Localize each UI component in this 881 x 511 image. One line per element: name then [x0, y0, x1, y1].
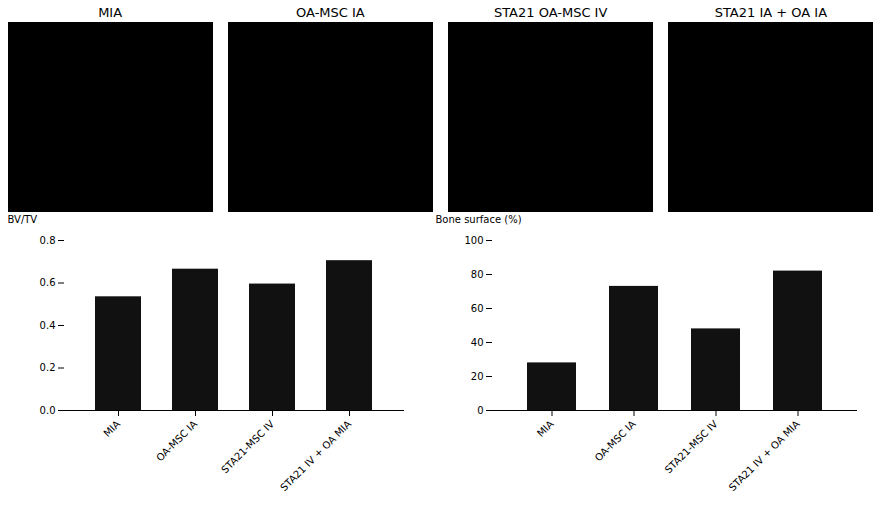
svg-text:60: 60: [471, 303, 484, 314]
svg-text:MIA: MIA: [535, 418, 556, 439]
svg-text:80: 80: [471, 269, 484, 280]
html-text:MIA: MIA: [98, 5, 123, 20]
svg-text:OA-MSC IA: OA-MSC IA: [154, 418, 199, 463]
svg-text:0.4: 0.4: [40, 320, 56, 331]
svg-text:STA21-MSC IV: STA21-MSC IV: [219, 418, 276, 475]
svg-text:MIA: MIA: [101, 418, 122, 439]
svg-text:100: 100: [464, 235, 483, 246]
html-text:STA21 IA + OA IA: STA21 IA + OA IA: [714, 5, 828, 20]
svg-text:Bone surface (%): Bone surface (%): [436, 214, 522, 225]
svg-text:0.0: 0.0: [40, 405, 56, 416]
svg-text:40: 40: [471, 337, 484, 348]
svg-text:OA-MSC IA: OA-MSC IA: [593, 418, 638, 463]
svg-text:BV/TV: BV/TV: [8, 214, 38, 225]
svg-text:STA21 IV + OA MIA: STA21 IV + OA MIA: [278, 418, 353, 493]
svg-text:STA21 IV + OA MIA: STA21 IV + OA MIA: [727, 418, 802, 493]
svg-text:20: 20: [471, 371, 484, 382]
svg-text:0.2: 0.2: [40, 362, 56, 373]
svg-text:0.6: 0.6: [40, 277, 56, 288]
svg-text:0.8: 0.8: [40, 235, 56, 246]
svg-text:0: 0: [477, 405, 483, 416]
html-text:OA-MSC IA: OA-MSC IA: [296, 5, 365, 20]
svg-text:STA21-MSC IV: STA21-MSC IV: [663, 418, 720, 475]
html-text:STA21 OA-MSC IV: STA21 OA-MSC IV: [493, 5, 608, 20]
